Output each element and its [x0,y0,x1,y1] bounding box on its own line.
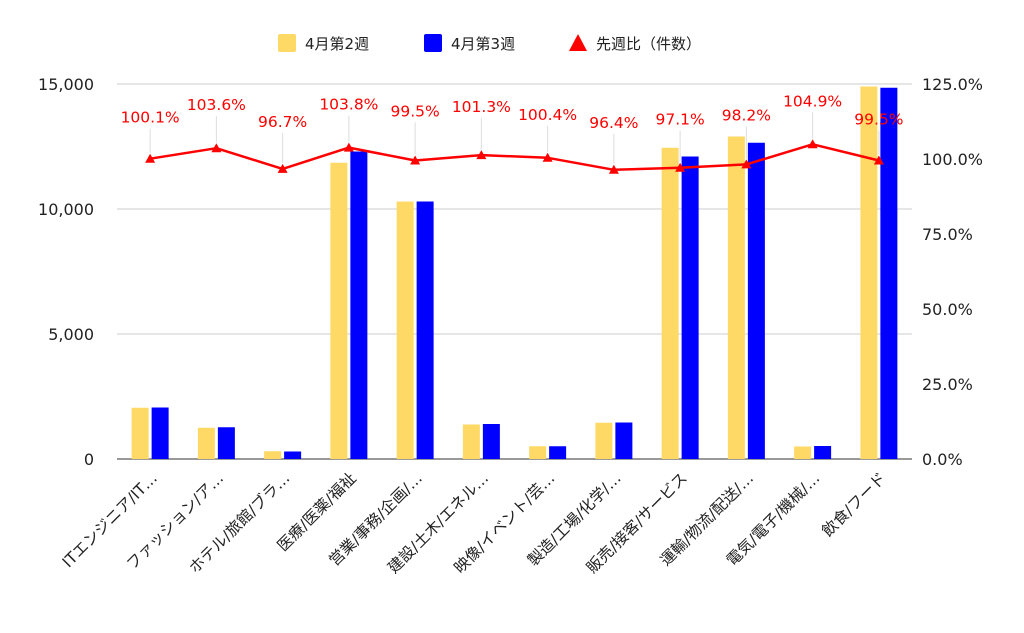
bar-week3 [615,422,633,459]
data-label: 96.7% [258,113,307,131]
ratio-point-marker [807,139,818,149]
bar-week3 [350,151,368,459]
ratio-point-marker [542,152,553,162]
legend-label: 先週比（件数） [596,35,701,53]
ratio-point-marker [476,150,487,160]
bar-week3 [151,407,169,459]
left-axis-tick-label: 0 [84,450,94,469]
legend-label: 4月第3週 [451,35,515,53]
right-axis-tick-label: 25.0% [922,375,973,394]
bar-week2 [595,422,613,459]
data-label: 103.6% [187,96,246,114]
ratio-point-marker [277,163,288,173]
left-axis-tick-label: 10,000 [38,200,94,219]
bar-week2 [794,446,812,459]
left-axis-tick-label: 15,000 [38,75,94,94]
legend: 4月第2週 4月第3週 先週比（件数） [278,34,701,53]
data-label: 98.2% [722,106,771,124]
bar-week3 [416,201,434,459]
legend-triangle-icon [569,34,587,51]
right-axis-tick-label: 50.0% [922,300,973,319]
data-label: 99.5% [854,111,903,129]
bar-week2 [330,162,348,459]
bar-week3 [814,446,832,459]
ratio-point-marker [873,155,884,165]
bar-week2 [197,427,215,459]
bar-week3 [681,156,699,459]
bar-week3 [482,424,500,459]
ratio-point-marker [741,159,752,169]
right-axis-tick-label: 0.0% [922,450,963,469]
data-label: 100.4% [518,106,577,124]
data-label: 96.4% [589,114,638,132]
bar-week2 [131,407,149,459]
bar-week2 [860,86,878,459]
gridlines [117,83,912,460]
bars-layer [131,86,898,459]
category-label: 飲食/フード [818,469,889,540]
bar-week3 [747,142,765,459]
right-axis-ticks: 0.0% 25.0% 50.0% 75.0% 100.0% 125.0% [922,75,983,469]
data-labels-layer: 100.1% 103.6% 96.7% 103.8% 99.5% 101.3% 100.4%… [121,92,904,164]
legend-label: 4月第2週 [305,35,369,53]
bar-week3 [880,87,898,459]
ratio-point-marker [675,162,686,172]
ratio-line [149,143,880,172]
ratio-line-layer [145,139,884,174]
right-axis-tick-label: 125.0% [922,75,983,94]
ratio-point-marker [608,164,619,174]
data-label: 104.9% [783,92,842,110]
data-label: 101.3% [452,98,511,116]
ratio-point-marker [343,142,354,152]
ratio-point-marker [211,143,222,153]
right-axis-tick-label: 100.0% [922,150,983,169]
ratio-point-marker [145,153,156,163]
left-axis-ticks: 0 5,000 10,000 15,000 [38,75,94,469]
ratio-point-marker [410,155,421,165]
bar-week2 [727,136,745,459]
bar-week3 [284,451,302,459]
right-axis-tick-label: 75.0% [922,225,973,244]
legend-swatch-week2 [278,34,296,52]
data-label: 99.5% [391,103,440,121]
bar-week2 [462,424,480,459]
bar-week2 [396,201,414,459]
data-label: 97.1% [656,111,705,129]
data-label: 103.8% [319,96,378,114]
bar-week3 [549,446,567,459]
data-label: 100.1% [121,109,180,127]
bar-week3 [217,427,235,459]
bar-week2 [264,451,282,459]
bar-week2 [661,147,679,459]
legend-swatch-week3 [424,34,442,52]
category-axis-labels: ITエンジニア/IT…ファッション/ア…ホテル/旅館/ブラ…医療/医薬/福祉営業… [59,468,890,577]
bar-week2 [529,446,547,459]
left-axis-tick-label: 5,000 [48,325,94,344]
